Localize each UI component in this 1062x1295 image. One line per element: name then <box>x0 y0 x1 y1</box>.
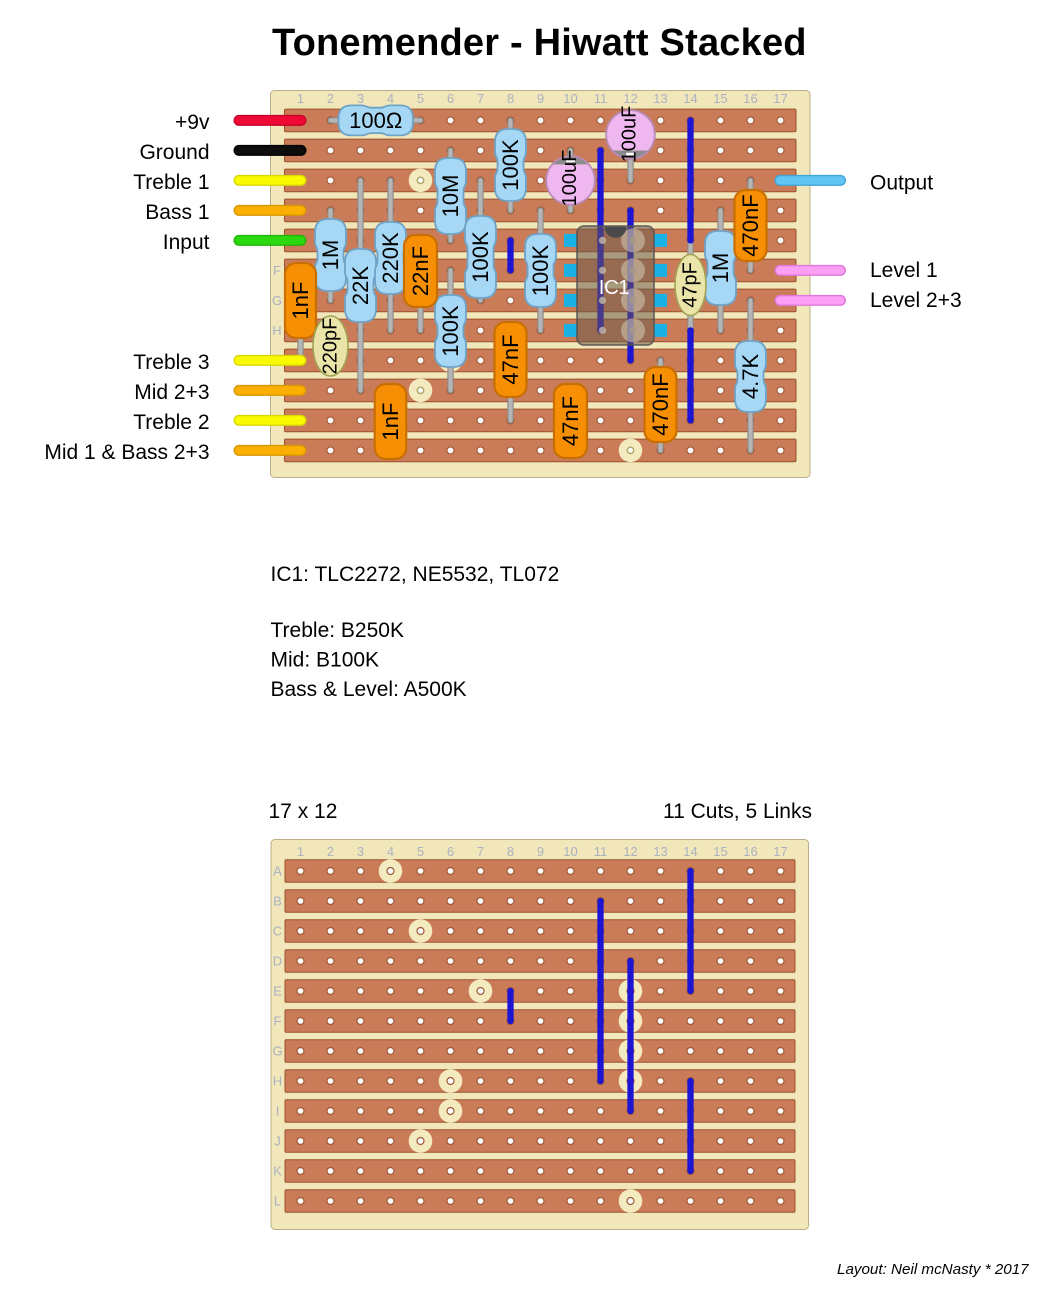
svg-text:Treble: B250K: Treble: B250K <box>271 619 404 642</box>
svg-text:220K: 220K <box>378 232 403 284</box>
svg-text:B: B <box>273 894 282 909</box>
svg-text:6: 6 <box>447 91 454 106</box>
svg-text:1nF: 1nF <box>378 403 403 441</box>
svg-text:IC1: TLC2272, NE5532, TL072: IC1: TLC2272, NE5532, TL072 <box>271 563 560 586</box>
svg-text:4: 4 <box>387 844 394 859</box>
svg-text:C: C <box>273 924 282 939</box>
svg-text:100K: 100K <box>468 231 493 283</box>
svg-text:10: 10 <box>563 91 577 106</box>
svg-text:8: 8 <box>507 91 514 106</box>
svg-text:10M: 10M <box>438 175 463 218</box>
svg-text:Output: Output <box>870 172 933 195</box>
svg-text:F: F <box>273 263 281 278</box>
svg-text:12: 12 <box>623 844 637 859</box>
svg-text:100Ω: 100Ω <box>349 108 402 133</box>
svg-text:17: 17 <box>773 844 787 859</box>
svg-text:100uF: 100uF <box>619 106 641 163</box>
svg-text:470nF: 470nF <box>738 194 763 256</box>
svg-text:14: 14 <box>683 91 697 106</box>
svg-text:100K: 100K <box>498 139 523 191</box>
svg-text:L: L <box>274 1194 281 1209</box>
svg-text:22K: 22K <box>348 266 373 305</box>
svg-text:Treble 2: Treble 2 <box>133 411 209 434</box>
svg-text:220pF: 220pF <box>320 318 342 375</box>
svg-text:4.7K: 4.7K <box>738 354 763 400</box>
svg-text:8: 8 <box>507 844 514 859</box>
svg-text:470nF: 470nF <box>648 373 673 435</box>
svg-text:10: 10 <box>563 844 577 859</box>
svg-text:2: 2 <box>327 91 334 106</box>
svg-text:47nF: 47nF <box>498 334 523 384</box>
svg-text:D: D <box>273 954 282 969</box>
svg-text:13: 13 <box>653 844 667 859</box>
svg-text:E: E <box>273 984 282 999</box>
svg-text:47pF: 47pF <box>680 262 702 308</box>
svg-text:Bass 1: Bass 1 <box>145 201 209 224</box>
svg-text:1M: 1M <box>708 253 733 284</box>
svg-text:11 Cuts, 5 Links: 11 Cuts, 5 Links <box>663 800 812 823</box>
svg-text:Mid 1 & Bass 2+3: Mid 1 & Bass 2+3 <box>44 441 209 464</box>
svg-text:H: H <box>273 1074 282 1089</box>
svg-text:K: K <box>273 1164 282 1179</box>
svg-text:4: 4 <box>387 91 394 106</box>
svg-text:Treble 3: Treble 3 <box>133 351 209 374</box>
svg-text:+9v: +9v <box>175 111 210 134</box>
svg-text:15: 15 <box>713 91 727 106</box>
svg-text:3: 3 <box>357 844 364 859</box>
svg-text:Layout: Neil mcNasty * 2017: Layout: Neil mcNasty * 2017 <box>837 1261 1029 1278</box>
svg-text:1nF: 1nF <box>288 282 313 320</box>
svg-text:H: H <box>272 323 281 338</box>
svg-text:17: 17 <box>773 91 787 106</box>
svg-text:100K: 100K <box>438 305 463 357</box>
svg-text:7: 7 <box>477 91 484 106</box>
svg-text:2: 2 <box>327 844 334 859</box>
svg-text:Treble 1: Treble 1 <box>133 171 209 194</box>
svg-text:Ground: Ground <box>139 141 209 164</box>
svg-text:16: 16 <box>743 844 757 859</box>
svg-text:F: F <box>274 1014 282 1029</box>
svg-text:G: G <box>272 293 282 308</box>
svg-text:IC1: IC1 <box>599 276 630 299</box>
svg-text:Level 2+3: Level 2+3 <box>870 289 962 312</box>
svg-text:Level 1: Level 1 <box>870 259 938 282</box>
svg-text:Tonemender - Hiwatt Stacked: Tonemender - Hiwatt Stacked <box>272 22 807 64</box>
svg-text:9: 9 <box>537 91 544 106</box>
svg-text:22nF: 22nF <box>408 246 433 296</box>
svg-text:14: 14 <box>683 844 697 859</box>
svg-text:G: G <box>272 1044 282 1059</box>
svg-text:1: 1 <box>297 844 304 859</box>
svg-text:100uF: 100uF <box>559 150 581 207</box>
svg-text:Input: Input <box>163 231 210 254</box>
svg-text:Mid: B100K: Mid: B100K <box>271 649 380 672</box>
svg-text:J: J <box>274 1134 281 1149</box>
svg-text:Bass & Level: A500K: Bass & Level: A500K <box>271 678 467 701</box>
svg-text:100K: 100K <box>528 244 553 296</box>
svg-text:I: I <box>276 1104 280 1119</box>
svg-text:5: 5 <box>417 91 424 106</box>
svg-text:Mid 2+3: Mid 2+3 <box>134 381 209 404</box>
svg-text:47nF: 47nF <box>558 396 583 446</box>
svg-text:16: 16 <box>743 91 757 106</box>
svg-text:11: 11 <box>594 91 608 106</box>
svg-text:15: 15 <box>713 844 727 859</box>
svg-text:17 x 12: 17 x 12 <box>269 800 338 823</box>
svg-text:A: A <box>273 864 282 879</box>
svg-text:1: 1 <box>297 91 304 106</box>
svg-text:9: 9 <box>537 844 544 859</box>
svg-text:5: 5 <box>417 844 424 859</box>
svg-text:1M: 1M <box>318 240 343 271</box>
svg-text:11: 11 <box>594 844 608 859</box>
svg-text:6: 6 <box>447 844 454 859</box>
svg-text:3: 3 <box>357 91 364 106</box>
svg-text:7: 7 <box>477 844 484 859</box>
svg-text:12: 12 <box>623 91 637 106</box>
svg-text:13: 13 <box>653 91 667 106</box>
